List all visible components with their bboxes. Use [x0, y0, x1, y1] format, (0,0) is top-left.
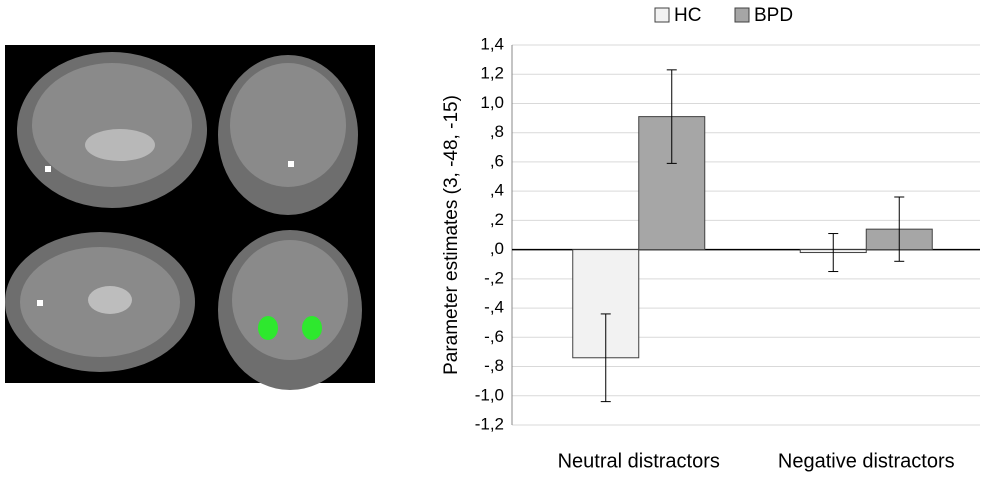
y-tick-label: -,2 — [484, 268, 504, 287]
y-tick-label: -,8 — [484, 356, 504, 375]
legend-swatch — [734, 7, 750, 23]
error-bar — [828, 233, 839, 273]
error-bar — [666, 69, 677, 164]
legend-swatch — [654, 7, 670, 23]
brain-panel — [5, 45, 375, 390]
y-tick-label: -1,0 — [475, 385, 504, 404]
y-tick-label: ,8 — [490, 122, 504, 141]
y-tick-label: -,6 — [484, 327, 504, 346]
error-bar — [600, 313, 611, 403]
x-tick-label: Negative distractors — [778, 450, 955, 472]
y-tick-label: 1,0 — [480, 93, 504, 112]
error-bar — [894, 196, 905, 262]
x-tick-label: Neutral distractors — [558, 450, 720, 472]
y-tick-label: -,4 — [484, 298, 504, 317]
y-tick-label: ,6 — [490, 151, 504, 170]
y-tick-label: ,0 — [490, 239, 504, 258]
legend-label: HC — [674, 5, 701, 26]
y-tick-label: ,2 — [490, 210, 504, 229]
y-tick-label: 1,4 — [480, 34, 504, 53]
y-tick-label: ,4 — [490, 181, 504, 200]
y-tick-label: -1,2 — [475, 414, 504, 433]
y-tick-label: 1,2 — [480, 64, 504, 83]
y-axis-label: Parameter estimates (3, -48, -15) — [441, 95, 462, 375]
legend-label: BPD — [754, 5, 793, 26]
